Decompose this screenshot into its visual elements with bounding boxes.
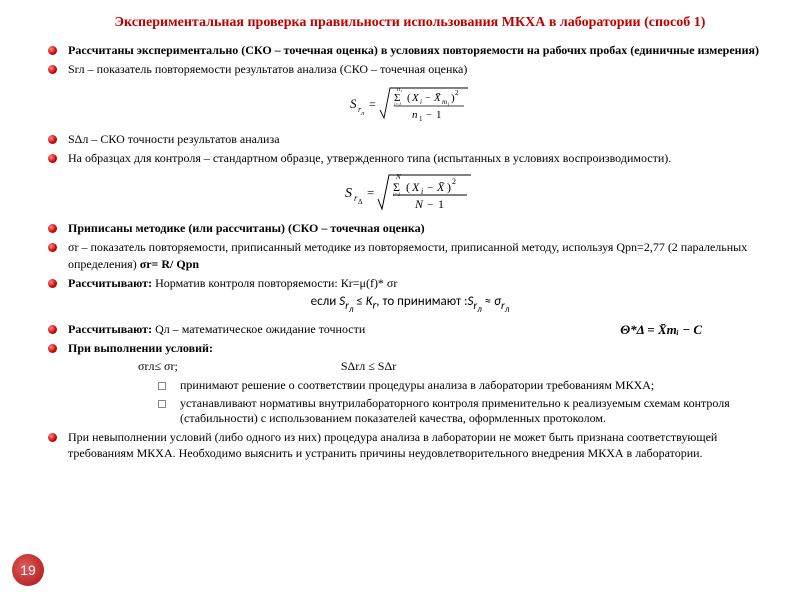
list-item: принимают решение о соответствии процеду…	[158, 378, 772, 393]
list-item: При невыполнении условий (либо одного из…	[48, 429, 772, 461]
svg-text:л: л	[361, 111, 364, 117]
text: Рассчитывают:	[68, 276, 152, 290]
sub-list: принимают решение о соответствии процеду…	[158, 378, 772, 426]
v: K	[366, 294, 373, 309]
svg-text:n: n	[412, 109, 418, 121]
svg-text:1: 1	[436, 109, 442, 121]
svg-text:X: X	[411, 92, 420, 104]
svg-text:2: 2	[455, 89, 459, 97]
svg-text:=: =	[369, 97, 376, 111]
list-item: Srл – показатель повторяемости результат…	[48, 61, 772, 77]
text: При невыполнении условий (либо одного из…	[68, 430, 717, 460]
svg-text:1: 1	[438, 197, 444, 211]
text: Рассчитывают:	[68, 322, 152, 336]
list-item: При выполнении условий:	[48, 340, 772, 356]
svg-text:i: i	[420, 98, 422, 106]
svg-text:−: −	[425, 93, 431, 104]
list-item: SΔл – СКО точности результатов анализа	[48, 131, 772, 147]
slide: Экспериментальная проверка правильности …	[0, 0, 800, 600]
svg-text:N: N	[414, 197, 424, 211]
list-item: Рассчитаны экспериментально (СКО – точеч…	[48, 42, 772, 58]
text: Рассчитаны экспериментально (СКО – точеч…	[68, 43, 759, 57]
svg-text:X: X	[411, 180, 420, 194]
list-item: Рассчитывают: Норматив контроля повторяе…	[48, 275, 772, 291]
page-number-badge: 19	[12, 554, 44, 586]
svg-text:i=1: i=1	[393, 193, 400, 198]
theta-equation: Θ*Δ = X̄mᵢ − C	[620, 321, 702, 339]
bullet-list: При невыполнении условий (либо одного из…	[48, 429, 772, 461]
text: Норматив контроля повторяемости: Кr=μ(f)…	[152, 276, 397, 290]
svg-text:): )	[447, 180, 451, 194]
bullet-list: Рассчитаны экспериментально (СКО – точеч…	[48, 42, 772, 77]
slide-title: Экспериментальная проверка правильности …	[88, 14, 732, 32]
text: Приписаны методике (или рассчитаны) (СКО…	[68, 221, 425, 235]
bullet-list: Приписаны методике (или рассчитаны) (СКО…	[48, 220, 772, 291]
text: Qл – математическое ожидание точности	[152, 322, 365, 336]
v: ≈	[482, 294, 494, 309]
svg-text:−: −	[427, 182, 433, 194]
list-item: Приписаны методике (или рассчитаны) (СКО…	[48, 220, 772, 236]
text: При выполнении условий:	[68, 341, 213, 355]
text: На образцах для контроля – стандартном о…	[68, 151, 671, 165]
svg-text:(: (	[407, 92, 411, 104]
bullet-list: SΔл – СКО точности результатов анализа Н…	[48, 131, 772, 166]
svg-text:n₁: n₁	[397, 87, 402, 93]
svg-text:−: −	[426, 110, 432, 121]
formula-2: S r Δ = Σ N i=1 ( X i − X̄ ) 2 N − 1	[48, 169, 772, 215]
text: SΔл – СКО точности результатов анализа	[68, 132, 280, 146]
formula-1: S r л = Σ n₁ i=1 ( X i − X̄ m₁ ) 2 n 1 −…	[48, 80, 772, 126]
formula-3: если Srл ≤ Kr, то принимают :Srл ≈ σrл	[48, 294, 772, 315]
list-item: На образцах для контроля – стандартном о…	[48, 150, 772, 166]
svg-text:N: N	[395, 173, 401, 181]
svg-text:i: i	[421, 187, 423, 196]
text: Srл – показатель повторяемости результат…	[68, 62, 467, 76]
list-item: Рассчитывают: Qл – математическое ожидан…	[48, 321, 772, 337]
svg-text:=: =	[367, 185, 374, 200]
svg-text:i=1: i=1	[394, 103, 401, 108]
list-item: σr – показатель повторяемости, приписанн…	[48, 239, 772, 271]
text: если	[311, 294, 340, 309]
conditions: σrл≤ σr; SΔrл ≤ SΔr	[138, 359, 772, 374]
page-number: 19	[20, 562, 36, 578]
svg-text:1: 1	[419, 115, 423, 123]
cond-1: σrл≤ σr;	[138, 359, 178, 373]
svg-text:m₁: m₁	[442, 98, 450, 106]
v: л	[505, 304, 510, 315]
text: , то принимают :	[376, 294, 467, 309]
svg-text:Δ: Δ	[358, 198, 363, 206]
svg-text:−: −	[427, 199, 433, 211]
svg-text:X̄: X̄	[436, 180, 445, 194]
svg-text:S: S	[345, 186, 352, 201]
bullet-list: Рассчитывают: Qл – математическое ожидан…	[48, 321, 772, 356]
svg-text:Σ: Σ	[393, 180, 400, 194]
list-item: устанавливают нормативы внутрилабораторн…	[158, 396, 772, 426]
cond-2: SΔrл ≤ SΔr	[341, 359, 396, 373]
svg-text:2: 2	[452, 177, 456, 186]
text: σr= R/ Qpn	[140, 257, 199, 271]
v: σ	[494, 294, 501, 309]
svg-text:X̄: X̄	[433, 92, 442, 104]
v: ≤	[353, 294, 365, 309]
svg-text:(: (	[406, 180, 410, 194]
svg-text:S: S	[350, 96, 357, 111]
